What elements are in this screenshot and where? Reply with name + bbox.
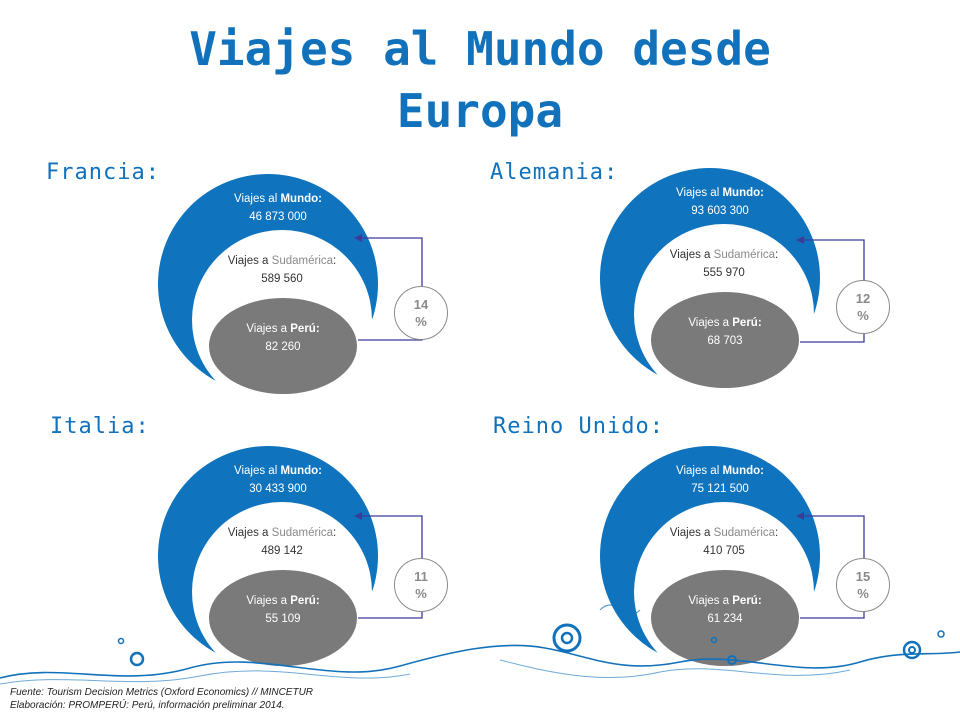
share-percentage-badge: 14 %	[394, 286, 448, 340]
share-percentage-badge: 11 %	[394, 558, 448, 612]
country-label-reino-unido: Reino Unido:	[493, 414, 664, 439]
south-america-trips-label: Viajes a Sudamérica: 555 970	[669, 249, 779, 279]
peru-trips-ellipse	[209, 298, 357, 394]
peru-trips-label: Viajes a Perú: 68 703	[688, 317, 762, 347]
share-percentage-badge: 15 %	[836, 558, 890, 612]
peru-trips-ellipse	[651, 570, 799, 666]
title-line-2: Europa	[396, 84, 564, 138]
source-line: Fuente: Tourism Decision Metrics (Oxford…	[10, 687, 314, 698]
source-footnote: Fuente: Tourism Decision Metrics (Oxford…	[10, 686, 313, 712]
page-title: Viajes al Mundo desde Europa	[0, 18, 960, 142]
country-label-francia: Francia:	[46, 160, 160, 185]
peru-trips-value: 82 260	[265, 341, 301, 353]
share-percentage-badge: 12 %	[836, 280, 890, 334]
decorative-wave-swirls	[0, 604, 960, 685]
peru-trips-value: 68 703	[707, 335, 743, 347]
peru-trips-label: Viajes a Perú: 82 260	[246, 323, 320, 353]
world-trips-value: 46 873 000	[249, 211, 307, 223]
world-trips-label: Viajes al Mundo: 30 433 900	[234, 465, 322, 495]
panel-reino-unido: Viajes al Mundo: 75 121 500 Viajes a Sud…	[590, 440, 890, 690]
south-america-trips-value: 410 705	[703, 545, 745, 557]
credit-line: Elaboración: PROMPERÚ: Perú, información…	[10, 700, 285, 711]
world-trips-value: 93 603 300	[691, 205, 749, 217]
world-trips-label: Viajes al Mundo: 46 873 000	[234, 193, 322, 223]
peru-trips-label: Viajes a Perú: 55 109	[246, 595, 320, 625]
world-trips-value: 30 433 900	[249, 483, 307, 495]
panel-alemania: Viajes al Mundo: 93 603 300 Viajes a Sud…	[590, 162, 890, 412]
country-label-alemania: Alemania:	[490, 160, 619, 185]
south-america-trips-value: 489 142	[261, 545, 303, 557]
south-america-trips-value: 589 560	[261, 273, 303, 285]
peru-trips-value: 61 234	[707, 613, 743, 625]
peru-trips-value: 55 109	[265, 613, 301, 625]
title-line-1: Viajes al Mundo desde	[189, 22, 771, 76]
panel-francia: Viajes al Mundo: 46 873 000 Viajes a Sud…	[148, 168, 448, 418]
panel-italia: Viajes al Mundo: 30 433 900 Viajes a Sud…	[148, 440, 448, 690]
country-label-italia: Italia:	[50, 414, 150, 439]
world-trips-label: Viajes al Mundo: 75 121 500	[676, 465, 764, 495]
peru-trips-ellipse	[209, 570, 357, 666]
peru-trips-ellipse	[651, 292, 799, 388]
south-america-trips-label: Viajes a Sudamérica: 410 705	[669, 527, 779, 557]
south-america-trips-label: Viajes a Sudamérica: 589 560	[227, 255, 337, 285]
south-america-trips-label: Viajes a Sudamérica: 489 142	[227, 527, 337, 557]
world-trips-value: 75 121 500	[691, 483, 749, 495]
peru-trips-label: Viajes a Perú: 61 234	[688, 595, 762, 625]
world-trips-label: Viajes al Mundo: 93 603 300	[676, 187, 764, 217]
south-america-trips-value: 555 970	[703, 267, 745, 279]
